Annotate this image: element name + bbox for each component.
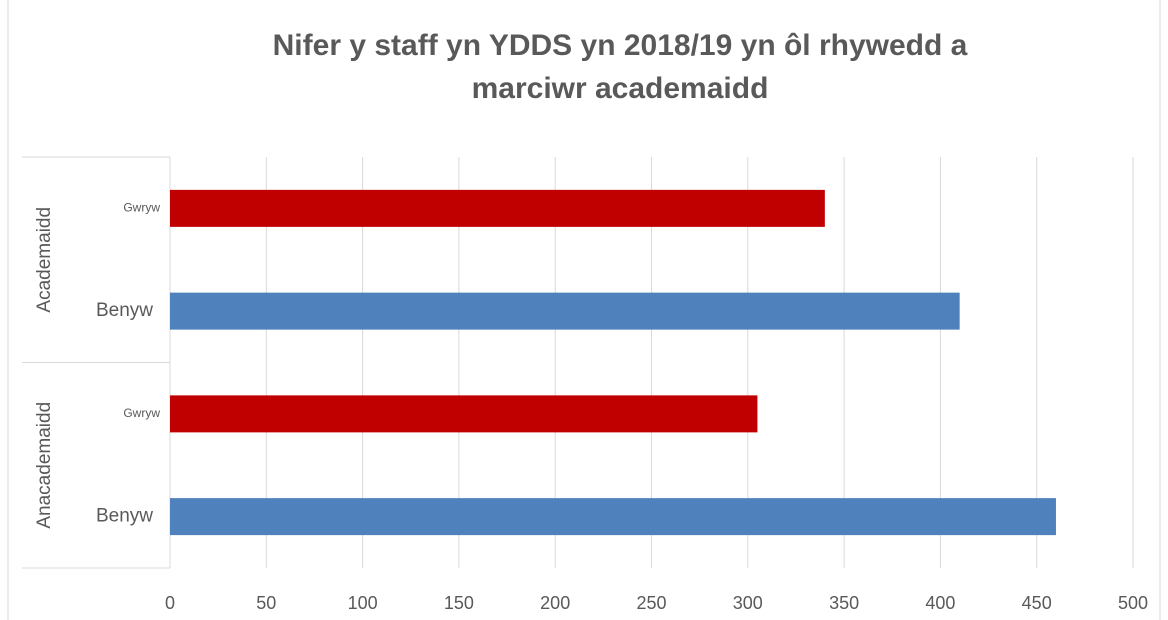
x-tick-label: 300 [733,593,763,613]
x-tick-label: 500 [1118,593,1148,613]
x-tick-label: 250 [636,593,666,613]
bar [170,189,825,227]
chart-title: Nifer y staff yn YDDS yn 2018/19 yn ôl r… [273,29,968,62]
x-tick-label: 350 [829,593,859,613]
y-tick-label: Gwryw [123,406,160,420]
x-tick-label: 0 [165,593,175,613]
bar [170,498,1056,536]
x-tick-label: 200 [540,593,570,613]
bar [170,395,758,433]
x-tick-label: 150 [444,593,474,613]
bar [170,292,960,330]
x-tick-label: 100 [348,593,378,613]
x-tick-label: 450 [1022,593,1052,613]
y-tick-label: Benyw [96,300,153,321]
group-label: Academaidd [34,207,55,313]
chart-title: marciwr academaidd [472,72,769,105]
y-tick-label: Gwryw [123,201,160,215]
group-label: Anacademaidd [34,402,55,529]
x-tick-label: 400 [925,593,955,613]
y-tick-label: Benyw [96,506,153,527]
x-tick-label: 50 [256,593,276,613]
